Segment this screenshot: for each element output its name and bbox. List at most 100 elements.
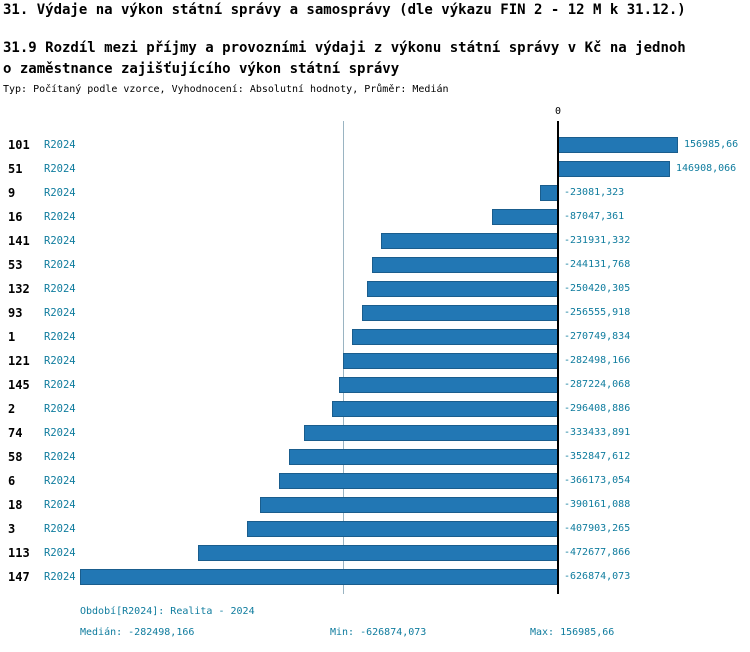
bar xyxy=(558,137,678,153)
row-category-label: 93 xyxy=(8,306,23,320)
chart-row: 101 R2024 156985,66 xyxy=(0,133,750,157)
chart-row: 9 R2024 -23081,323 xyxy=(0,181,750,205)
chart-row: 2 R2024 -296408,886 xyxy=(0,397,750,421)
zero-axis-line xyxy=(557,121,559,594)
bar xyxy=(540,185,558,201)
bar-value-label: -244131,768 xyxy=(564,259,631,270)
footer-max-label: Max: 156985,66 xyxy=(530,627,615,638)
bar xyxy=(492,209,558,225)
bar-value-label: -333433,891 xyxy=(564,427,631,438)
row-series-label: R2024 xyxy=(44,379,76,391)
row-category-label: 3 xyxy=(8,522,16,536)
footer-min-label: Min: -626874,073 xyxy=(330,627,427,638)
row-series-label: R2024 xyxy=(44,523,76,535)
chart-row: 121 R2024 -282498,166 xyxy=(0,349,750,373)
row-category-label: 53 xyxy=(8,258,23,272)
chart-row: 58 R2024 -352847,612 xyxy=(0,445,750,469)
row-series-label: R2024 xyxy=(44,499,76,511)
bar xyxy=(260,497,558,513)
row-category-label: 1 xyxy=(8,330,16,344)
row-category-label: 18 xyxy=(8,498,23,512)
row-category-label: 2 xyxy=(8,402,16,416)
row-category-label: 6 xyxy=(8,474,16,488)
chart-row: 3 R2024 -407903,265 xyxy=(0,517,750,541)
bar-value-label: -250420,305 xyxy=(564,283,631,294)
row-series-label: R2024 xyxy=(44,475,76,487)
bar-value-label: 146908,066 xyxy=(676,163,737,174)
bar-value-label: -390161,088 xyxy=(564,499,631,510)
bar-value-label: 156985,66 xyxy=(684,139,739,150)
row-series-label: R2024 xyxy=(44,211,76,223)
bar xyxy=(343,353,558,369)
row-category-label: 141 xyxy=(8,234,30,248)
chart-row: 18 R2024 -390161,088 xyxy=(0,493,750,517)
bar xyxy=(362,305,558,321)
bar-value-label: -231931,332 xyxy=(564,235,631,246)
row-category-label: 16 xyxy=(8,210,23,224)
bar xyxy=(304,425,558,441)
row-category-label: 51 xyxy=(8,162,23,176)
bar xyxy=(558,161,670,177)
bar-value-label: -352847,612 xyxy=(564,451,631,462)
chart-row: 1 R2024 -270749,834 xyxy=(0,325,750,349)
chart-subtitle: 31.9 Rozdíl mezi příjmy a provozními výd… xyxy=(3,40,686,77)
row-series-label: R2024 xyxy=(44,403,76,415)
row-series-label: R2024 xyxy=(44,547,76,559)
row-series-label: R2024 xyxy=(44,283,76,295)
bar-value-label: -287224,068 xyxy=(564,379,631,390)
bar-value-label: -366173,054 xyxy=(564,475,631,486)
chart-row: 113 R2024 -472677,866 xyxy=(0,541,750,565)
bar xyxy=(381,233,558,249)
bar xyxy=(372,257,558,273)
row-category-label: 145 xyxy=(8,378,30,392)
chart-row: 147 R2024 -626874,073 xyxy=(0,565,750,589)
bar xyxy=(247,521,558,537)
row-series-label: R2024 xyxy=(44,331,76,343)
bar xyxy=(332,401,558,417)
footer-median-label: Medián: -282498,166 xyxy=(80,627,195,638)
bar xyxy=(198,545,558,561)
row-series-label: R2024 xyxy=(44,451,76,463)
bar xyxy=(352,329,558,345)
chart-meta-line: Typ: Počítaný podle vzorce, Vyhodnocení:… xyxy=(3,84,449,95)
row-series-label: R2024 xyxy=(44,187,76,199)
chart-row: 141 R2024 -231931,332 xyxy=(0,229,750,253)
bar-value-label: -23081,323 xyxy=(564,187,625,198)
row-category-label: 147 xyxy=(8,570,30,584)
bar xyxy=(289,449,558,465)
row-series-label: R2024 xyxy=(44,355,76,367)
chart-row: 145 R2024 -287224,068 xyxy=(0,373,750,397)
row-category-label: 113 xyxy=(8,546,30,560)
row-series-label: R2024 xyxy=(44,235,76,247)
row-series-label: R2024 xyxy=(44,139,76,151)
row-category-label: 58 xyxy=(8,450,23,464)
chart-row: 16 R2024 -87047,361 xyxy=(0,205,750,229)
bar-value-label: -270749,834 xyxy=(564,331,631,342)
chart-row: 74 R2024 -333433,891 xyxy=(0,421,750,445)
chart-row: 93 R2024 -256555,918 xyxy=(0,301,750,325)
row-category-label: 74 xyxy=(8,426,23,440)
row-series-label: R2024 xyxy=(44,163,76,175)
row-category-label: 121 xyxy=(8,354,30,368)
bar xyxy=(339,377,558,393)
bar xyxy=(367,281,558,297)
page-title: 31. Výdaje na výkon státní správy a samo… xyxy=(3,2,686,18)
bar-value-label: -296408,886 xyxy=(564,403,631,414)
row-series-label: R2024 xyxy=(44,307,76,319)
bar xyxy=(279,473,558,489)
footer-period-label: Období[R2024]: Realita - 2024 xyxy=(80,606,255,617)
row-category-label: 132 xyxy=(8,282,30,296)
row-series-label: R2024 xyxy=(44,259,76,271)
zero-axis-label: 0 xyxy=(554,106,562,117)
row-series-label: R2024 xyxy=(44,427,76,439)
chart-row: 6 R2024 -366173,054 xyxy=(0,469,750,493)
chart-row: 53 R2024 -244131,768 xyxy=(0,253,750,277)
bar-value-label: -256555,918 xyxy=(564,307,631,318)
chart-row: 51 R2024 146908,066 xyxy=(0,157,750,181)
bar-value-label: -472677,866 xyxy=(564,547,631,558)
row-category-label: 101 xyxy=(8,138,30,152)
bar xyxy=(80,569,558,585)
row-series-label: R2024 xyxy=(44,571,76,583)
bar-value-label: -626874,073 xyxy=(564,571,631,582)
chart-row: 132 R2024 -250420,305 xyxy=(0,277,750,301)
